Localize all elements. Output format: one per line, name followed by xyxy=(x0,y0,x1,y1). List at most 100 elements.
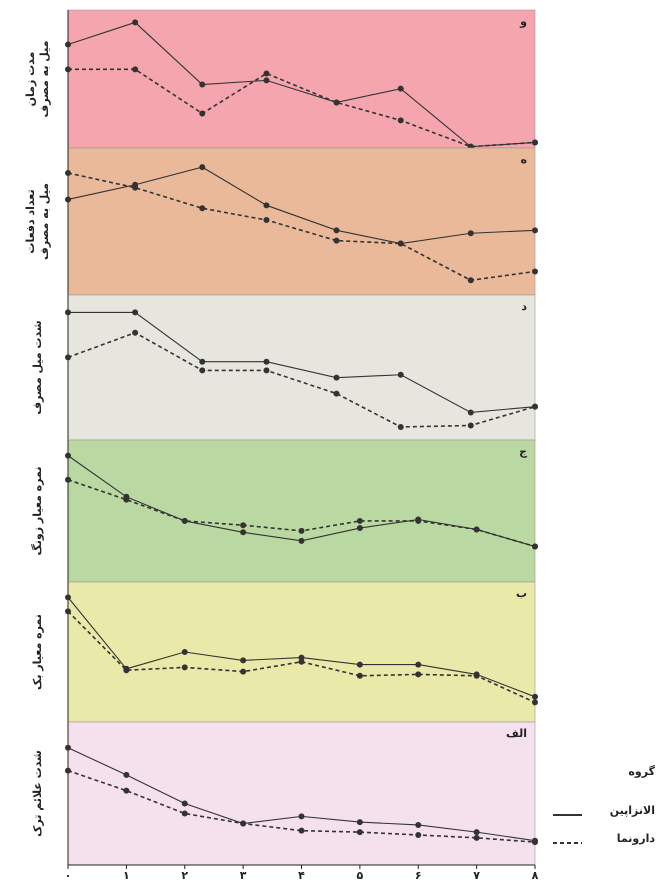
x-tick-label: ۲ xyxy=(181,869,188,882)
data-point xyxy=(398,241,404,247)
data-point xyxy=(415,671,421,677)
y-axis-label: نمره معیار بک xyxy=(31,614,44,690)
data-point xyxy=(532,404,538,410)
data-point xyxy=(415,832,421,838)
data-point xyxy=(468,409,474,415)
data-point xyxy=(334,238,340,244)
data-point xyxy=(240,522,246,528)
data-point xyxy=(415,662,421,668)
data-point xyxy=(334,391,340,397)
data-point xyxy=(65,594,71,600)
data-point xyxy=(182,801,188,807)
data-point xyxy=(334,375,340,381)
y-axis-label: تعداد دفعات xyxy=(24,189,37,253)
data-point xyxy=(182,664,188,670)
data-point xyxy=(398,424,404,430)
data-point xyxy=(65,477,71,483)
x-tick-label: ۴ xyxy=(298,869,305,882)
data-point xyxy=(123,667,129,673)
data-point xyxy=(65,42,71,48)
data-point xyxy=(357,518,363,524)
data-point xyxy=(334,227,340,233)
data-point xyxy=(65,453,71,459)
legend-label: دارونما xyxy=(617,832,656,845)
data-point xyxy=(123,497,129,503)
data-point xyxy=(299,813,305,819)
data-point xyxy=(263,367,269,373)
x-tick-label: ۵ xyxy=(357,869,364,882)
data-point xyxy=(532,227,538,233)
panel-background xyxy=(68,148,535,295)
data-point xyxy=(532,544,538,550)
panel-label: ه xyxy=(521,153,528,166)
data-point xyxy=(415,822,421,828)
panel-background xyxy=(68,582,535,722)
legend-title: گروه xyxy=(628,765,655,778)
panel-background xyxy=(68,440,535,582)
data-point xyxy=(65,745,71,751)
chart: ومدت زمانمیل به مصرفهتعداد دفعاتمیل به م… xyxy=(0,0,667,882)
data-point xyxy=(240,821,246,827)
data-point xyxy=(199,111,205,117)
data-point xyxy=(398,117,404,123)
data-point xyxy=(65,608,71,614)
data-point xyxy=(263,77,269,83)
data-point xyxy=(123,788,129,794)
data-point xyxy=(357,673,363,679)
panel-label: و xyxy=(519,15,527,28)
x-tick-label: ۶ xyxy=(415,869,422,882)
panel-label: د xyxy=(521,300,527,313)
data-point xyxy=(263,202,269,208)
x-tick-label: ۸ xyxy=(532,869,539,882)
data-point xyxy=(474,835,480,841)
data-point xyxy=(123,772,129,778)
data-point xyxy=(132,309,138,315)
data-point xyxy=(532,139,538,145)
y-axis-label: میل به مصرف xyxy=(38,183,51,260)
data-point xyxy=(65,309,71,315)
data-point xyxy=(132,19,138,25)
data-point xyxy=(182,811,188,817)
data-point xyxy=(398,86,404,92)
y-axis-label: مدت زمان xyxy=(24,52,37,107)
data-point xyxy=(468,423,474,429)
data-point xyxy=(357,662,363,668)
data-point xyxy=(240,529,246,535)
data-point xyxy=(263,217,269,223)
x-tick-label: ۳ xyxy=(240,869,247,882)
data-point xyxy=(65,170,71,176)
panel-label: الف xyxy=(506,727,527,740)
x-tick-label: ۰ xyxy=(65,869,72,882)
data-point xyxy=(299,538,305,544)
panel-background xyxy=(68,722,535,865)
data-point xyxy=(132,330,138,336)
data-point xyxy=(468,277,474,283)
x-tick-label: ۷ xyxy=(473,869,480,882)
legend-label: الانزاپین xyxy=(610,804,655,817)
y-axis-label: نمره معیار زونگ xyxy=(30,466,44,555)
data-point xyxy=(132,185,138,191)
data-point xyxy=(65,196,71,202)
data-point xyxy=(299,528,305,534)
data-point xyxy=(263,359,269,365)
data-point xyxy=(532,694,538,700)
data-point xyxy=(240,657,246,663)
data-point xyxy=(65,768,71,774)
data-point xyxy=(132,66,138,72)
data-point xyxy=(357,829,363,835)
data-point xyxy=(474,673,480,679)
panel-label: ب xyxy=(516,587,527,600)
data-point xyxy=(199,205,205,211)
data-point xyxy=(532,839,538,845)
panel-label: ج xyxy=(519,445,527,459)
y-axis-label: میل به مصرف xyxy=(38,41,51,118)
data-point xyxy=(468,230,474,236)
data-point xyxy=(357,525,363,531)
data-point xyxy=(334,99,340,105)
data-point xyxy=(357,819,363,825)
data-point xyxy=(182,649,188,655)
data-point xyxy=(532,268,538,274)
data-point xyxy=(65,66,71,72)
data-point xyxy=(199,367,205,373)
data-point xyxy=(65,354,71,360)
